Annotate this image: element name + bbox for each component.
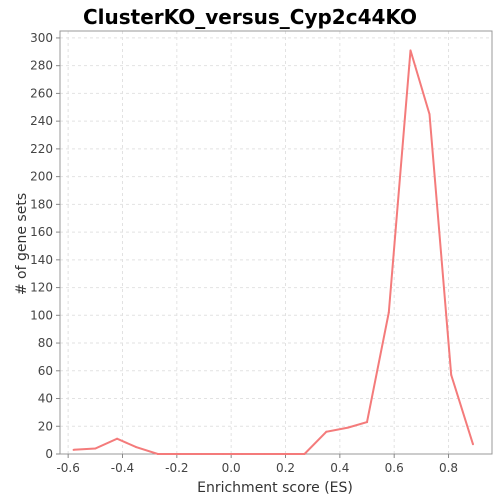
data-point	[94, 447, 97, 450]
x-axis-label: Enrichment score (ES)	[197, 480, 353, 496]
x-tick-label: 0.0	[222, 461, 241, 475]
data-point	[72, 448, 75, 451]
data-point	[450, 373, 453, 376]
y-tick-label: 160	[30, 225, 53, 239]
y-tick-label: 260	[30, 86, 53, 100]
y-tick-label: 220	[30, 142, 53, 156]
data-point	[303, 453, 306, 455]
y-tick-label: 140	[30, 253, 53, 267]
x-tick-label: -0.4	[111, 461, 134, 475]
y-tick-label: 180	[30, 197, 53, 211]
y-tick-label: 240	[30, 114, 53, 128]
x-tick-label: -0.2	[165, 461, 188, 475]
x-tick-label: 0.2	[276, 461, 295, 475]
y-tick-label: 40	[38, 392, 53, 406]
x-tick-label: 0.4	[330, 461, 349, 475]
data-point	[284, 453, 287, 455]
x-tick-label: 0.8	[439, 461, 458, 475]
data-point	[116, 437, 119, 440]
data-point	[325, 430, 328, 433]
series-group	[72, 49, 474, 455]
x-tick-label: -0.6	[56, 461, 79, 475]
y-tick-label: 120	[30, 281, 53, 295]
data-point	[347, 426, 349, 429]
data-point	[262, 453, 265, 455]
data-point	[200, 453, 203, 455]
y-axis-label: # of gene sets	[14, 193, 30, 295]
y-tick-label: 80	[38, 336, 53, 350]
y-tick-label: 280	[30, 59, 53, 73]
x-axis: -0.6 -0.4 -0.2 0.0 0.2 0.4 0.6 0.8	[56, 454, 458, 475]
series-line	[73, 50, 474, 455]
chart-title: ClusterKO_versus_Cyp2c44KO	[83, 5, 417, 29]
plot-frame	[59, 30, 493, 455]
data-point	[428, 113, 431, 116]
y-axis: 0 20 40 60 80 100 120 140 160 180 200 220 240 260 280 3…	[30, 31, 60, 461]
x-tick-label: 0.6	[385, 461, 404, 475]
data-point	[471, 443, 474, 446]
y-tick-label: 0	[45, 447, 53, 461]
data-point	[387, 311, 390, 314]
grid	[60, 31, 492, 454]
y-tick-label: 20	[38, 419, 53, 433]
y-tick-label: 300	[30, 31, 53, 45]
y-tick-label: 60	[38, 364, 53, 378]
data-point	[409, 49, 412, 52]
y-tick-label: 100	[30, 308, 53, 322]
data-point	[135, 446, 138, 449]
data-point	[178, 453, 181, 455]
data-point	[156, 453, 159, 455]
data-point	[241, 453, 244, 455]
data-point	[222, 453, 225, 455]
data-point	[366, 421, 369, 424]
y-tick-label: 200	[30, 170, 53, 184]
